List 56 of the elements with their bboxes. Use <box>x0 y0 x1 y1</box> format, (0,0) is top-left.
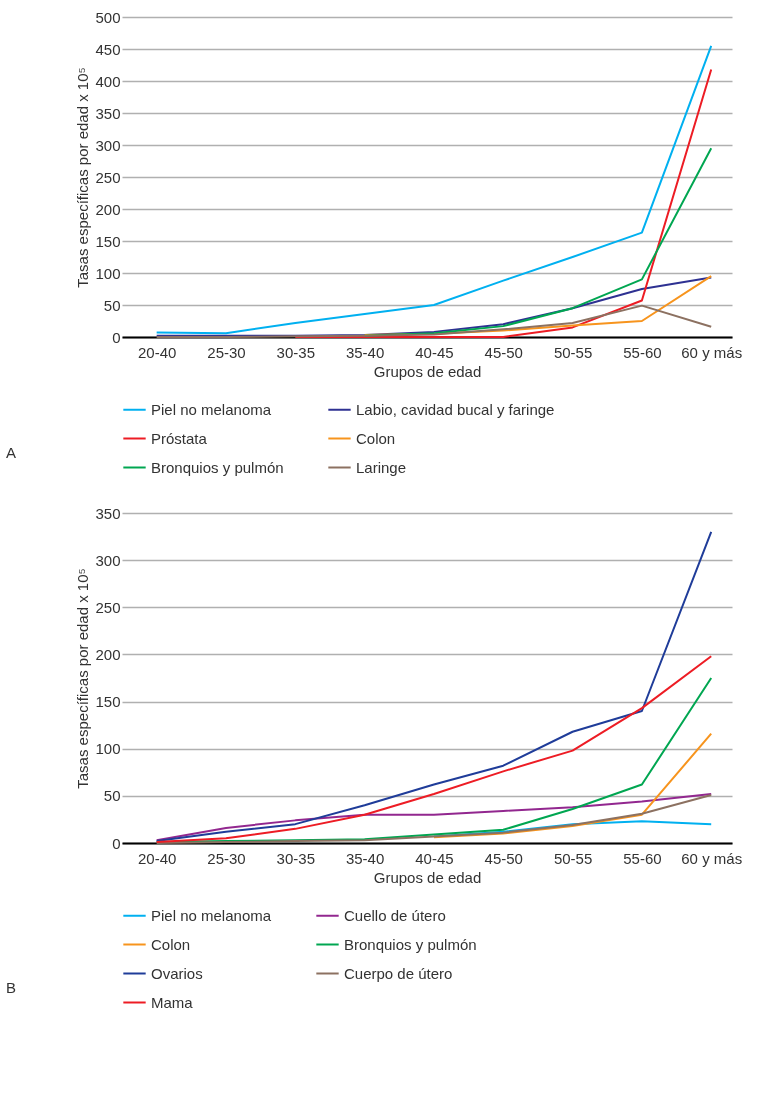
y-tick-label: 50 <box>103 787 121 805</box>
y-axis-title: Tasas específicas por edad x 10⁵ <box>74 568 92 789</box>
x-tick-label: 40-45 <box>415 343 454 361</box>
x-tick-label: 55-60 <box>623 343 662 361</box>
x-tick-label: 25-30 <box>207 343 246 361</box>
x-tick-label: 25-30 <box>207 849 246 867</box>
x-tick-label: 35-40 <box>345 849 385 867</box>
text: A <box>5 444 16 461</box>
legend-label: Labio, cavidad bucal y faringe <box>356 400 555 418</box>
text: B <box>5 979 16 996</box>
legend-label: Cuerpo de útero <box>344 964 453 982</box>
legend-label: Colon <box>356 429 396 447</box>
y-tick-label: 500 <box>95 8 121 26</box>
legend-label: Laringe <box>356 458 407 476</box>
legend-label: Piel no melanoma <box>151 906 272 924</box>
x-tick-label: 20-40 <box>137 343 177 361</box>
x-tick-label: 20-40 <box>137 849 177 867</box>
y-tick-label: 450 <box>95 40 121 58</box>
legend-label: Cuello de útero <box>344 906 446 924</box>
y-axis-title: Tasas específicas por edad x 10⁵ <box>74 67 92 288</box>
y-tick-label: 200 <box>95 200 121 218</box>
y-tick-label: 50 <box>103 296 121 314</box>
legend-label: Bronquios y pulmón <box>151 458 284 476</box>
x-tick-label: 45-50 <box>484 343 523 361</box>
legend-label: Mama <box>151 993 194 1011</box>
x-tick-label: 30-35 <box>276 343 315 361</box>
x-axis-title: Grupos de edad <box>373 362 482 380</box>
legend-label: Próstata <box>151 429 208 447</box>
y-tick-label: 350 <box>95 504 121 522</box>
y-tick-label: 100 <box>95 740 121 758</box>
x-tick-label: 45-50 <box>484 849 523 867</box>
legend-label: Ovarios <box>151 964 203 982</box>
y-tick-label: 250 <box>95 168 121 186</box>
x-tick-label: 60 y más <box>681 849 743 867</box>
y-tick-label: 250 <box>95 598 121 616</box>
y-tick-label: 300 <box>95 136 121 154</box>
y-tick-label: 200 <box>95 645 121 663</box>
x-axis-title: Grupos de edad <box>373 868 482 886</box>
x-tick-label: 50-55 <box>553 849 593 867</box>
x-tick-label: 30-35 <box>276 849 315 867</box>
legend-label: Bronquios y pulmón <box>344 935 477 953</box>
x-tick-label: 40-45 <box>415 849 454 867</box>
legend-label: Colon <box>151 935 191 953</box>
x-tick-label: 55-60 <box>623 849 662 867</box>
x-tick-label: 50-55 <box>553 343 593 361</box>
legend-label: Piel no melanoma <box>151 400 272 418</box>
y-tick-label: 0 <box>112 834 121 852</box>
y-tick-label: 400 <box>95 72 121 90</box>
y-tick-label: 150 <box>95 232 121 250</box>
y-tick-label: 150 <box>95 693 121 711</box>
x-tick-label: 60 y más <box>681 343 743 361</box>
y-tick-label: 100 <box>95 264 121 282</box>
y-tick-label: 350 <box>95 104 121 122</box>
x-tick-label: 35-40 <box>345 343 385 361</box>
y-tick-label: 0 <box>112 328 121 346</box>
y-tick-label: 300 <box>95 551 121 569</box>
